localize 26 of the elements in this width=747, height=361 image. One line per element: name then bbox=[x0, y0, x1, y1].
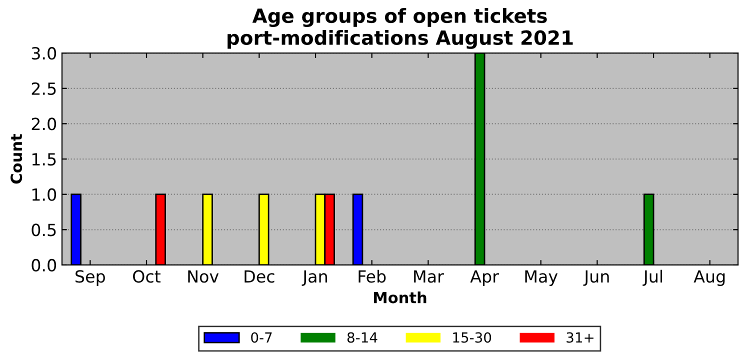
y-tick-label: 3.0 bbox=[32, 47, 56, 60]
y-tick-label: 2.5 bbox=[32, 82, 56, 95]
y-tick-label: 0.5 bbox=[32, 224, 56, 236]
x-tick-label: Apr bbox=[470, 270, 499, 286]
y-axis-title: Count bbox=[10, 134, 22, 184]
y-tick-label: 1.5 bbox=[32, 153, 56, 166]
x-tick-label: Oct bbox=[133, 270, 161, 283]
x-tick-label: Mar bbox=[414, 270, 444, 283]
x-tick-label: Sep bbox=[76, 270, 105, 286]
x-tick-label: Jan bbox=[302, 270, 327, 286]
y-tick-label: 2.0 bbox=[32, 118, 56, 130]
x-tick-label: Nov bbox=[188, 270, 219, 283]
x-tick-label: Jul bbox=[642, 270, 662, 286]
chart-title: Age groups of open tickets port-modifications August 2021 bbox=[228, 8, 573, 49]
legend-label: 31+ bbox=[566, 332, 594, 343]
y-tick-label: 1.0 bbox=[32, 188, 56, 201]
y-tick-label: 0.0 bbox=[32, 258, 56, 272]
x-tick-label: Feb bbox=[358, 270, 386, 283]
legend-label: 8-14 bbox=[347, 332, 378, 343]
x-tick-label: Dec bbox=[244, 270, 274, 283]
legend-label: 0-7 bbox=[251, 332, 272, 343]
legend-label: 15-30 bbox=[453, 332, 492, 343]
x-tick-label: Aug bbox=[694, 270, 725, 286]
x-tick-label: Jun bbox=[583, 270, 609, 286]
x-tick-label: May bbox=[525, 270, 558, 286]
x-axis-title: Month bbox=[374, 292, 426, 304]
